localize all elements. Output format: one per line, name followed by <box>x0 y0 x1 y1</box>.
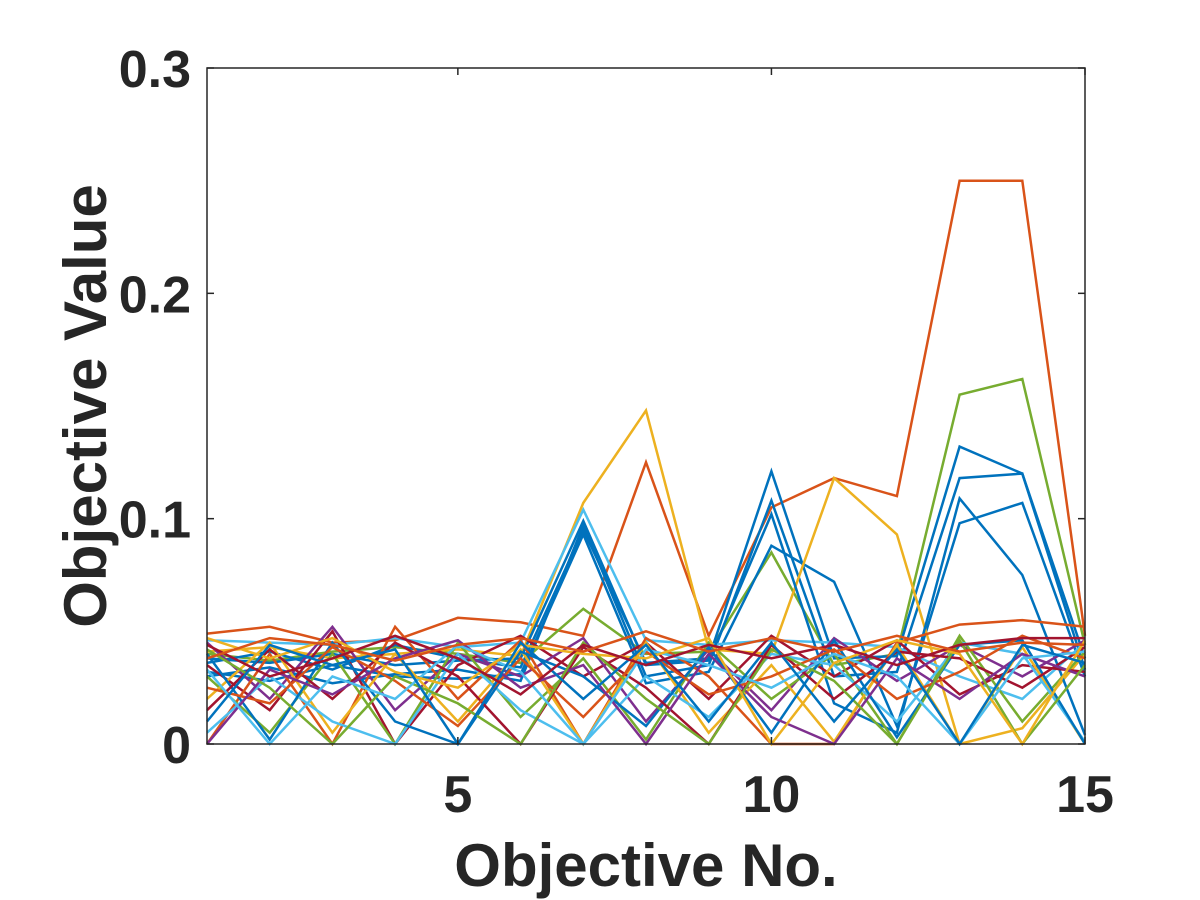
y-tick-label-0.3: 0.3 <box>119 41 191 99</box>
y-tick-label-0: 0 <box>162 717 191 775</box>
series-line-19 <box>206 637 1086 747</box>
series-line-22 <box>206 640 1086 747</box>
y-tick-label-0.1: 0.1 <box>119 492 191 550</box>
x-tick-label-15: 15 <box>1056 766 1114 824</box>
x-axis-ticks: 5 10 15 <box>443 68 1114 824</box>
x-tick-label-5: 5 <box>443 766 472 824</box>
series-line-24 <box>206 629 1086 662</box>
y-tick-label-0.2: 0.2 <box>119 266 191 324</box>
x-tick-label-10: 10 <box>743 766 801 824</box>
y-axis-ticks: 0 0.1 0.2 0.3 <box>119 41 1085 775</box>
series-line-14 <box>206 641 1087 746</box>
series-line-7 <box>206 506 1086 701</box>
series-group <box>205 179 1087 747</box>
series-line-16 <box>206 641 1086 747</box>
x-axis-title: Objective No. <box>454 832 837 899</box>
plot-frame <box>206 67 1086 745</box>
y-axis-title: Objective Value <box>52 184 119 628</box>
series-line-20 <box>206 643 1086 747</box>
